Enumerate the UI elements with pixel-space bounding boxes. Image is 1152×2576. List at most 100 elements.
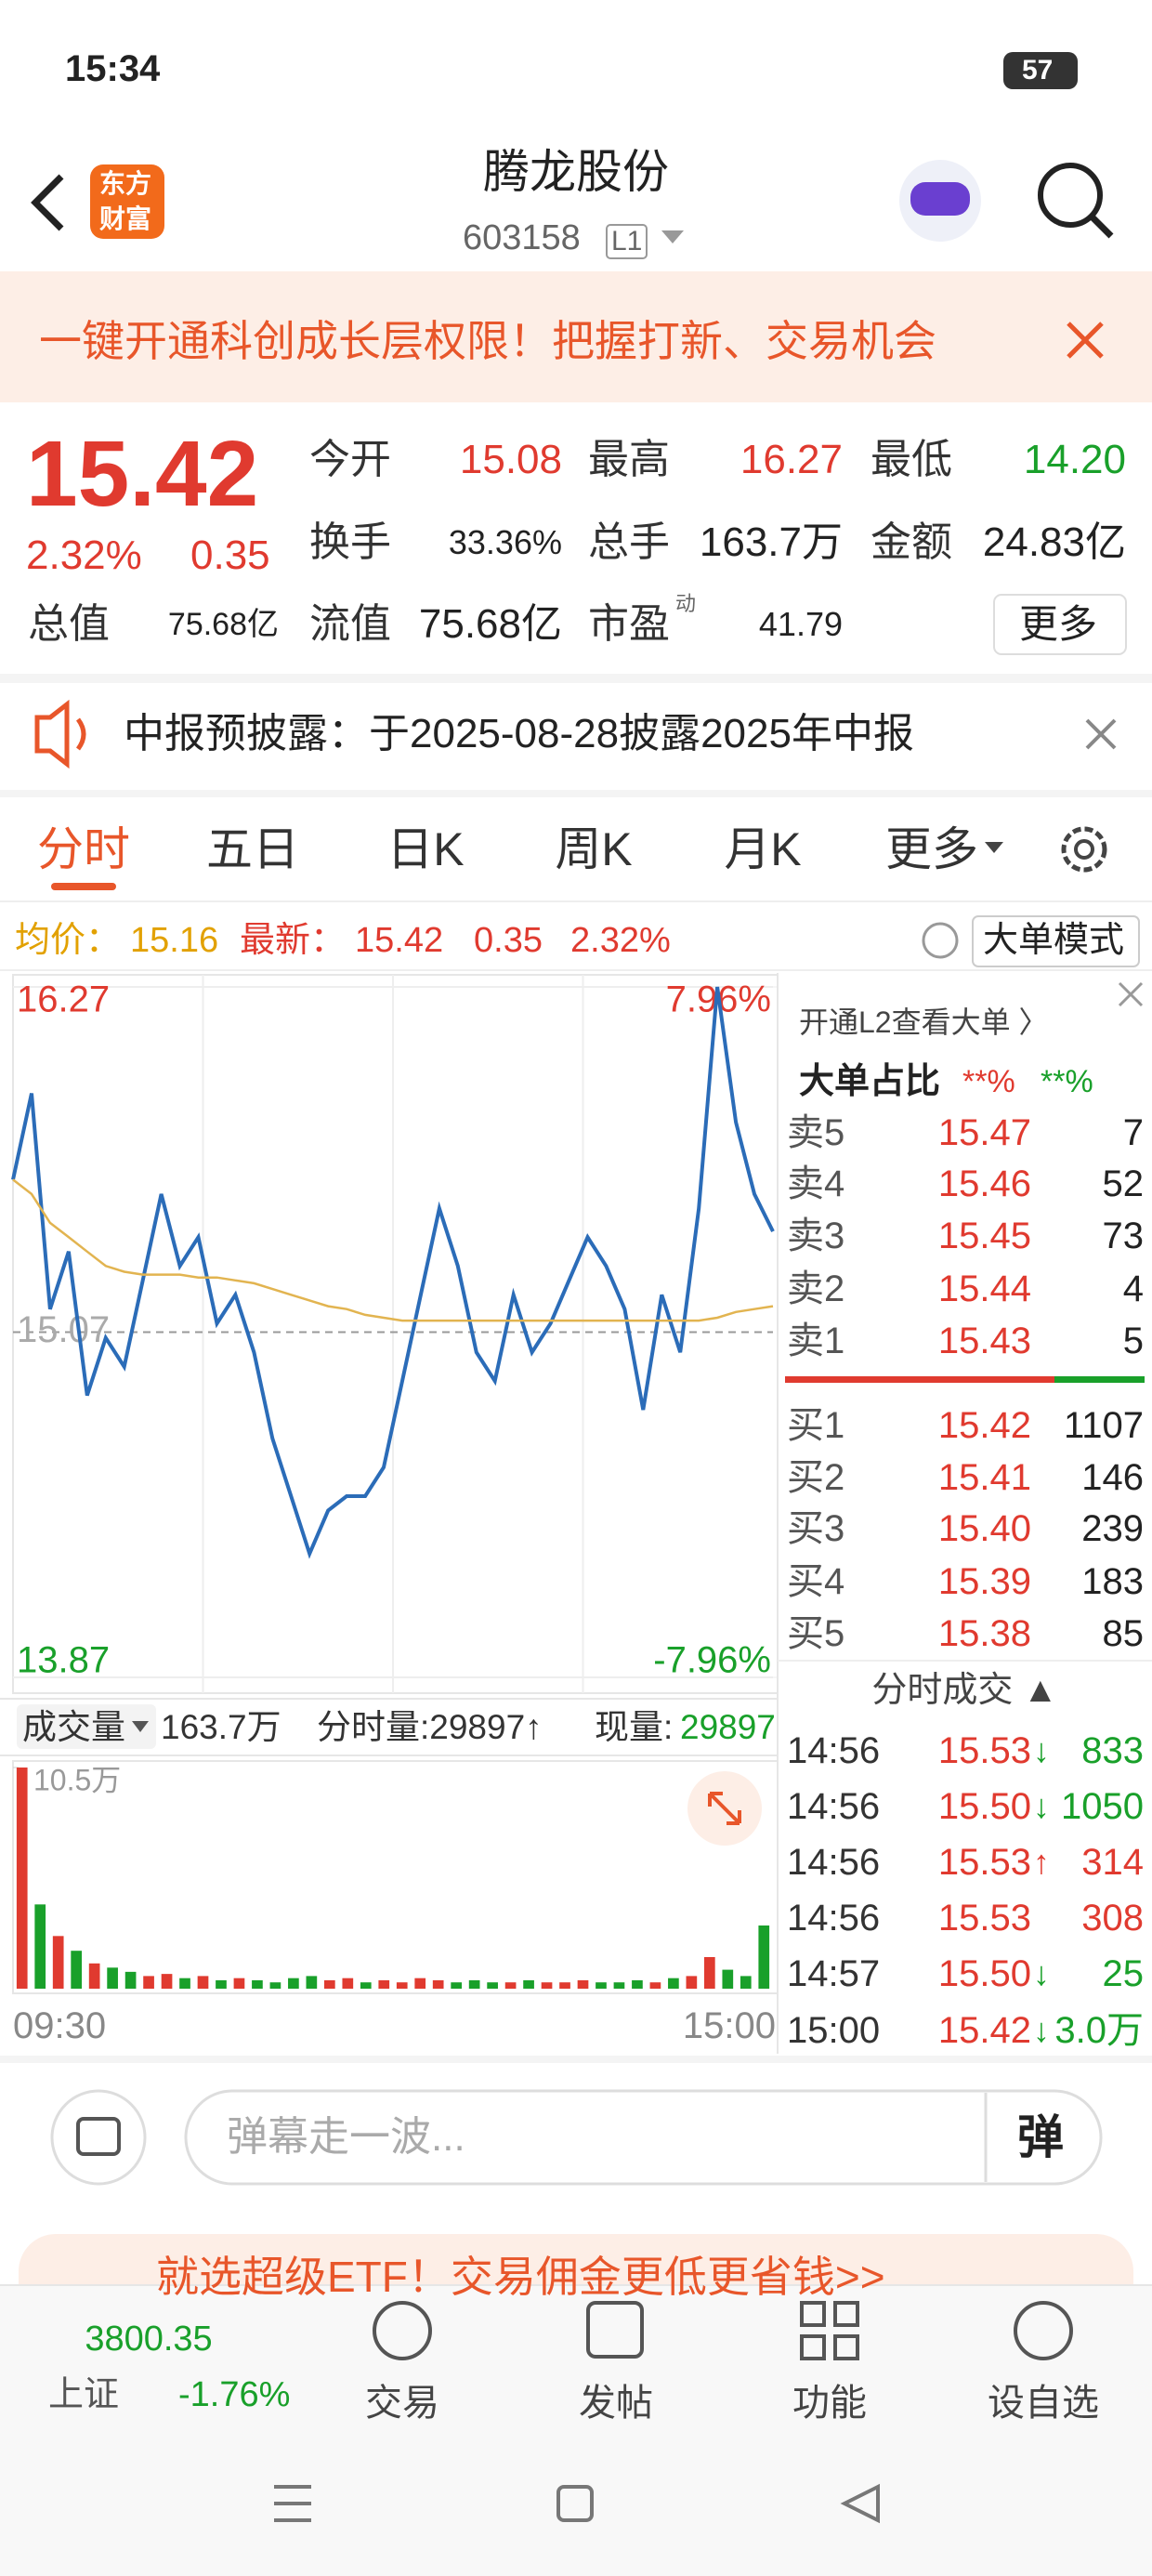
- volume-bar: [360, 1982, 372, 1989]
- battery: [1003, 52, 1078, 89]
- volume-frame: [12, 1760, 779, 1994]
- comment-input[interactable]: 弹幕走一波...: [227, 2114, 465, 2160]
- book-volume: 146: [1081, 1457, 1144, 1498]
- trade-time: 14:56: [787, 1898, 881, 1939]
- notice-close[interactable]: [1085, 718, 1117, 750]
- more-button[interactable]: 更多: [1019, 602, 1098, 646]
- mode-button[interactable]: 大单模式: [983, 921, 1125, 960]
- volume-bar: [740, 1976, 752, 1989]
- tab[interactable]: 分时: [37, 823, 130, 875]
- battery-level: 57: [1022, 55, 1054, 85]
- ratio-buy: **%: [1041, 1064, 1093, 1099]
- tab[interactable]: 五日: [206, 823, 299, 875]
- tab[interactable]: 日K: [386, 823, 465, 875]
- ad-text[interactable]: 就选超级ETF！交易佣金更低更省钱>>: [156, 2253, 885, 2301]
- index-change: -1.76%: [178, 2375, 291, 2414]
- book-price: 15.38: [937, 1613, 1031, 1654]
- logo-text: 东方: [99, 169, 152, 198]
- divider: [0, 2056, 1152, 2063]
- nav-icon-post[interactable]: [586, 2301, 644, 2359]
- nav-item[interactable]: 交易: [365, 2383, 439, 2424]
- trade-price: 15.50: [937, 1953, 1031, 1994]
- notice-text: 中报预披露：于2025-08-28披露2025年中报: [124, 711, 914, 756]
- nav-icon-func[interactable]: [800, 2301, 859, 2360]
- index-value: 3800.35: [85, 2320, 213, 2359]
- speaker-wave: [75, 717, 86, 751]
- sys-home[interactable]: [556, 2485, 594, 2522]
- volume-select[interactable]: 成交量: [22, 1707, 125, 1746]
- quote-value: 16.27: [740, 437, 843, 482]
- volume-bar: [34, 1904, 46, 1989]
- x-tick-label: 09:30: [13, 2005, 107, 2046]
- latest-label: 最新：: [240, 921, 347, 960]
- volume-bar: [504, 1982, 517, 1989]
- book-volume: 183: [1081, 1561, 1144, 1602]
- quote-value: 33.36%: [448, 523, 562, 561]
- volume-dropdown: [132, 1721, 149, 1732]
- sys-menu[interactable]: [274, 2485, 311, 2522]
- ratio-sell: **%: [962, 1064, 1015, 1099]
- book-price: 15.47: [937, 1112, 1031, 1153]
- search-icon[interactable]: [1038, 163, 1103, 228]
- logo-text: 财富: [99, 204, 152, 233]
- stock-code: 603158: [463, 218, 581, 257]
- volume-bar: [758, 1925, 770, 1989]
- nav-item[interactable]: 功能: [792, 2383, 867, 2424]
- volume-bar: [88, 1963, 100, 1989]
- settings-icon[interactable]: [1061, 826, 1107, 873]
- trade-arrow: ↓: [1033, 1731, 1050, 1769]
- volume-bar: [632, 1979, 643, 1989]
- quote-label: 最低: [871, 437, 952, 482]
- volume-bar: [523, 1979, 534, 1989]
- nav-icon-trade[interactable]: [373, 2301, 432, 2360]
- book-volume: 4: [1122, 1268, 1144, 1309]
- book-label: 买3: [787, 1508, 845, 1549]
- volume-select-bg[interactable]: [17, 1704, 156, 1749]
- nav-item[interactable]: 设自选: [988, 2383, 1099, 2424]
- banner-close[interactable]: [1067, 322, 1104, 359]
- sys-back[interactable]: [840, 2483, 880, 2524]
- volume-bar: [487, 1982, 498, 1989]
- trade-volume: 833: [1081, 1730, 1144, 1771]
- book-volume: 85: [1102, 1613, 1145, 1654]
- panel-close[interactable]: [1118, 981, 1144, 1007]
- quote-value: 163.7万: [699, 519, 843, 565]
- comment-input[interactable]: [184, 2089, 1103, 2186]
- x-tick-label: 15:00: [682, 2005, 776, 2046]
- back-icon[interactable]: [31, 174, 64, 231]
- last-price: 15.42: [26, 422, 259, 526]
- tab[interactable]: 周K: [555, 823, 633, 875]
- trade-arrow: ↓: [1033, 1787, 1050, 1825]
- volume-bar: [703, 1957, 715, 1989]
- quote-label: 今开: [309, 437, 391, 482]
- volume-bar: [233, 1978, 245, 1989]
- y2-tick-label: -7.96%: [653, 1640, 771, 1681]
- minute-volume: 分时量:29897↑: [317, 1707, 543, 1746]
- trade-time: 14:56: [787, 1730, 881, 1771]
- comment-icon[interactable]: [50, 2089, 147, 2186]
- book-label: 卖3: [787, 1216, 845, 1256]
- volume-bar: [16, 1768, 28, 1989]
- avg-line: [12, 1178, 774, 1322]
- divider: [0, 790, 1152, 797]
- mode-button-bg[interactable]: [972, 915, 1140, 967]
- help-icon[interactable]: [922, 922, 959, 959]
- danmaku-button[interactable]: 弹: [1017, 2111, 1064, 2163]
- volume-bar: [541, 1982, 553, 1989]
- volume-bar: [143, 1976, 154, 1989]
- trade-time: 14:56: [787, 1842, 881, 1883]
- promo-banner[interactable]: 一键开通科创成长层权限！把握打新、交易机会: [39, 317, 936, 365]
- tab-dropdown: [985, 842, 1003, 853]
- l2-link[interactable]: 开通L2查看大单 〉: [799, 1005, 1049, 1039]
- tab-underline: [51, 883, 116, 890]
- comment-glyph: [76, 2117, 121, 2156]
- book-volume: 7: [1122, 1112, 1144, 1153]
- volume-bar: [197, 1976, 209, 1989]
- volume-bar: [396, 1982, 408, 1989]
- nav-item[interactable]: 发帖: [579, 2383, 653, 2424]
- tab[interactable]: 月K: [724, 823, 802, 875]
- tab[interactable]: 更多: [885, 823, 978, 875]
- nav-icon-watch[interactable]: [1014, 2301, 1073, 2360]
- volume-bar: [52, 1936, 64, 1989]
- y-tick-label: 16.27: [17, 979, 110, 1020]
